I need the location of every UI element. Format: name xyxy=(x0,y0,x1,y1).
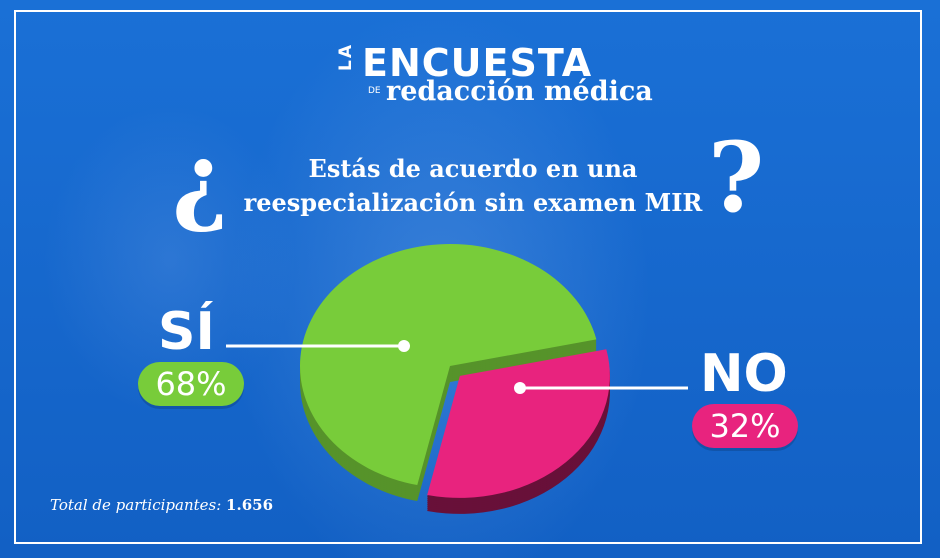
question-line-2: reespecialización sin examen MIR xyxy=(243,188,703,217)
participants-count: 1.656 xyxy=(226,496,274,514)
question-line-1: Estás de acuerdo en una xyxy=(308,154,638,183)
brand-publication: redacción médica xyxy=(386,76,653,107)
brand-encuesta: ENCUESTA xyxy=(362,41,593,85)
survey-question: Estás de acuerdo en una reespecializació… xyxy=(234,152,712,220)
participants-footer: Total de participantes: 1.656 xyxy=(50,496,273,514)
pct-badge-no: 32% xyxy=(692,404,798,448)
open-question-mark: ¿ xyxy=(172,123,229,236)
brand-de: DE xyxy=(368,86,381,96)
pct-badge-si: 68% xyxy=(138,362,244,406)
label-si: SÍ xyxy=(158,302,215,362)
label-no: NO xyxy=(700,344,788,404)
participants-label: Total de participantes: xyxy=(50,496,222,514)
pie-slice-1 xyxy=(427,349,610,498)
pie-slice-0 xyxy=(300,243,597,486)
close-question-mark: ? xyxy=(708,121,765,234)
si-leader-dot xyxy=(398,340,410,352)
white-frame xyxy=(14,10,922,544)
no-leader-dot xyxy=(514,382,526,394)
